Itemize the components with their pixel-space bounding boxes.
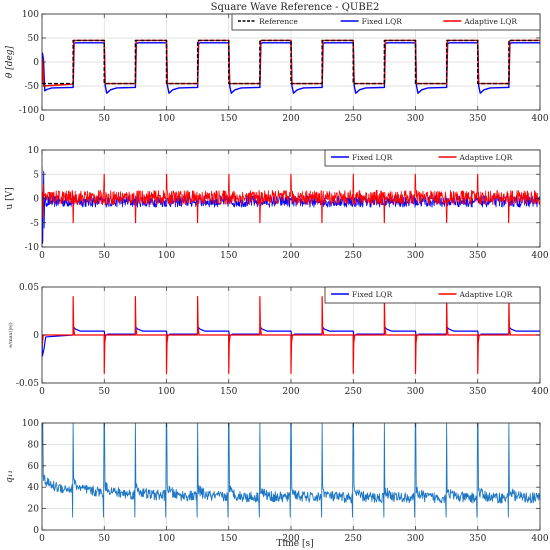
x-tick-label: 0 xyxy=(39,387,45,397)
y-axis-label: q₁₁ xyxy=(5,470,15,483)
x-tick-label: 350 xyxy=(469,387,486,397)
x-tick-label: 0 xyxy=(39,114,45,124)
y-tick-label: 100 xyxy=(22,419,39,429)
x-tick-label: 300 xyxy=(407,114,424,124)
x-tick-label: 200 xyxy=(282,387,299,397)
x-tick-label: 250 xyxy=(345,534,362,544)
x-tick-label: 400 xyxy=(531,534,548,544)
x-tick-label: 150 xyxy=(220,534,237,544)
chart-panel-2: 0 50 100 150 200 250 300 350 400 -10 -5 0 5 10 u [V] Fi… xyxy=(5,146,549,261)
chart-panel-3: 0 50 100 150 200 250 300 350 400-0.0500.05e/max(… xyxy=(7,283,549,397)
legend: Fixed LQR Adaptive LQR xyxy=(324,286,541,304)
series-group xyxy=(42,166,540,244)
chart-panel-1: 0 50 100 150 200 250 300 350 400 -100 -50 0 50 100 θ [… xyxy=(5,10,549,124)
legend-label: Fixed LQR xyxy=(362,17,403,26)
legend-box xyxy=(324,149,541,167)
x-axis-label: Time [s] xyxy=(276,539,313,549)
x-tick-label: 50 xyxy=(99,387,111,397)
legend-box xyxy=(231,13,541,31)
fixed-lqr-line xyxy=(42,326,540,357)
x-tick-label: 350 xyxy=(469,251,486,261)
x-tick-label: 150 xyxy=(220,114,237,124)
y-tick-label: 5 xyxy=(33,170,39,180)
y-axis-label: e/max(|e|) xyxy=(7,322,14,347)
y-axis-label: θ [deg] xyxy=(5,45,15,78)
y-tick-label: 0 xyxy=(33,331,39,341)
y-tick-label: -50 xyxy=(25,82,40,92)
y-tick-label: 0.05 xyxy=(19,283,39,293)
x-tick-label: 200 xyxy=(282,534,299,544)
legend-label: Adaptive LQR xyxy=(459,153,513,162)
x-tick-label: 100 xyxy=(158,387,175,397)
y-tick-label: 60 xyxy=(28,462,40,472)
y-axis-label: u [V] xyxy=(5,187,15,209)
y-tick-label: -5 xyxy=(30,219,39,229)
series-group xyxy=(42,423,540,518)
x-tick-label: 200 xyxy=(282,114,299,124)
x-tick-label: 100 xyxy=(158,114,175,124)
y-tick-label: 50 xyxy=(28,34,40,44)
x-tick-label: 0 xyxy=(39,251,45,261)
q11-line xyxy=(42,423,540,518)
y-tick-label: 10 xyxy=(28,146,40,156)
y-tick-label: 0 xyxy=(33,58,39,68)
legend-label: Adaptive LQR xyxy=(459,290,513,299)
reference-line xyxy=(42,39,540,85)
y-tick-label: 80 xyxy=(28,440,40,450)
x-tick-label: 250 xyxy=(345,387,362,397)
x-tick-label: 150 xyxy=(220,387,237,397)
y-tick-label: -100 xyxy=(19,106,39,116)
x-tick-label: 400 xyxy=(531,114,548,124)
x-tick-label: 250 xyxy=(345,251,362,261)
x-tick-label: 300 xyxy=(407,251,424,261)
x-tick-label: 150 xyxy=(220,251,237,261)
adaptive-lqr-line xyxy=(42,173,540,224)
legend-box xyxy=(324,286,541,304)
x-tick-label: 200 xyxy=(282,251,299,261)
series-group xyxy=(42,39,540,94)
x-tick-label: 350 xyxy=(469,534,486,544)
x-tick-label: 100 xyxy=(158,534,175,544)
x-tick-label: 0 xyxy=(39,534,45,544)
y-tick-label: -0.05 xyxy=(16,379,39,389)
y-tick-label: 100 xyxy=(22,10,39,20)
legend-label: Fixed LQR xyxy=(352,153,393,162)
x-tick-label: 100 xyxy=(158,251,175,261)
y-tick-label: 0 xyxy=(33,195,39,205)
legend-label: Fixed LQR xyxy=(352,290,393,299)
x-tick-label: 250 xyxy=(345,114,362,124)
legend: Fixed LQR Adaptive LQR xyxy=(324,149,541,167)
x-tick-label: 300 xyxy=(407,534,424,544)
x-tick-label: 400 xyxy=(531,387,548,397)
legend: Reference Fixed LQR Adaptive LQR xyxy=(231,13,541,31)
legend-label: Adaptive LQR xyxy=(463,17,517,26)
y-tick-label: 0 xyxy=(33,526,39,536)
legend-label: Reference xyxy=(259,17,298,26)
x-tick-label: 50 xyxy=(99,251,111,261)
x-tick-label: 50 xyxy=(99,114,111,124)
x-tick-label: 300 xyxy=(407,387,424,397)
x-tick-label: 400 xyxy=(531,251,548,261)
y-tick-label: 40 xyxy=(28,483,40,493)
x-tick-label: 50 xyxy=(99,534,111,544)
y-tick-label: 20 xyxy=(28,505,40,515)
y-tick-label: -10 xyxy=(25,243,40,253)
chart-panel-4: 0 50 100 150 200 250 300 350 400 0 20 40 60 80 100 q₁₁ xyxy=(5,419,549,544)
figure-title: Square Wave Reference - QUBE2 xyxy=(211,2,380,13)
x-tick-label: 350 xyxy=(469,114,486,124)
